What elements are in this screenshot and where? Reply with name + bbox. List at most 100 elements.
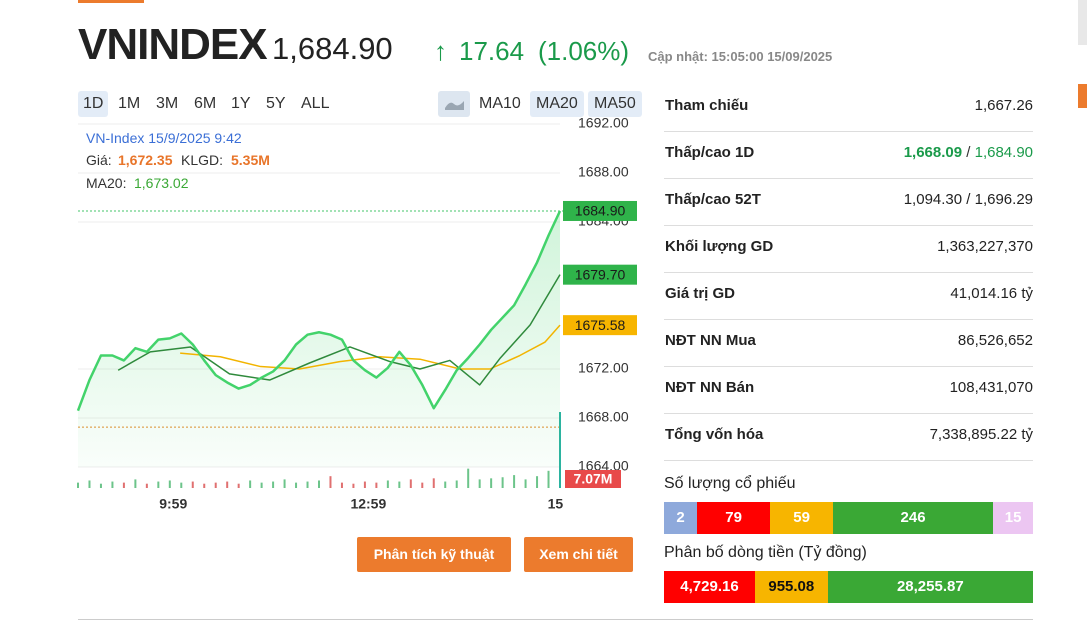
volume-bar [375,482,378,488]
y-tick-label: 1688.00 [578,164,629,180]
symbol: VNINDEX [78,20,268,69]
action-button[interactable]: Phân tích kỹ thuật [357,537,511,572]
chart-type-icon[interactable] [438,91,470,117]
stats-value: 1,668.09 / 1,684.90 [904,144,1033,161]
stats-label: Thấp/cao 1D [665,144,755,161]
volume-bar [444,481,447,488]
volume-bar [88,480,91,488]
tooltip-price: 1,672.35 [118,152,173,168]
stats-row: NĐT NN Bán 108,431,070 [664,366,1033,414]
stats-label: Giá trị GD [665,285,736,302]
range-tab[interactable]: 3M [156,95,179,112]
volume-bar [77,482,79,488]
volume-bar [421,482,424,488]
stats-label: NĐT NN Mua [665,332,756,349]
series-line [76,210,562,412]
price-flag-label: 1684.90 [575,203,626,219]
stats-value: 1,667.26 [974,97,1033,114]
volume-bar [157,481,160,488]
volume-bar [111,481,114,488]
volume-bar [249,480,252,488]
volume-bar [467,468,470,488]
range-tab[interactable]: 1M [118,95,141,112]
stats-high: 1,684.90 [974,144,1033,161]
volume-bar [283,479,286,488]
flow-segment: 955.08 [754,571,828,603]
change-arrow: ↑ [434,36,447,66]
volume-bar [490,478,493,488]
volume-bar [214,482,217,488]
volume-bar [145,483,148,488]
tooltip-ma20: 1,673.02 [134,175,189,191]
volume-bar [203,483,206,488]
volume-bar [455,480,458,488]
range-tab[interactable]: 5Y [266,95,286,112]
flow-segment: 28,255.87 [827,571,1033,603]
price: 1,684.90 [272,31,393,66]
indicator-tab[interactable]: MA50 [588,91,642,117]
volume-bar [318,480,320,488]
volume-bar [191,481,194,488]
stats-row: Tham chiếu 1,667.26 [664,84,1033,132]
stats-value: 41,014.16 tỷ [950,285,1033,302]
volume-flag-label: 7.07M [574,471,613,487]
volume-bar [501,477,504,488]
action-button[interactable]: Xem chi tiết [524,537,633,572]
volume-bar [329,476,332,488]
stats-row: NĐT NN Mua 86,526,652 [664,319,1033,367]
stats-label: NĐT NN Bán [665,379,755,396]
volume-bar [340,482,343,488]
volume-bar [295,482,298,488]
volume-bar [260,482,263,488]
flow-title: Phân bố dòng tiền (Tỷ đồng) [664,544,867,561]
tooltip-price-label: Giá: [86,152,112,168]
range-tab[interactable]: ALL [301,95,330,112]
x-tick-label: 9:59 [159,496,187,512]
tooltip-ma20-label: MA20: [86,175,127,191]
breadth-title: Số lượng cổ phiếu [664,475,796,492]
volume-bar [180,482,183,488]
divider [78,619,1033,620]
volume-flag [565,470,621,488]
stats-value: 1,094.30 / 1,696.29 [903,191,1033,208]
volume-bar [272,481,275,488]
tooltip-title: VN-Index 15/9/2025 9:42 [86,130,242,146]
volume-bar [524,479,527,488]
volume-bar [536,476,539,488]
indicator-tab[interactable]: MA10 [479,95,521,112]
stats-row: Thấp/cao 1D 1,668.09 / 1,684.90 [664,131,1033,179]
change: 17.64 [459,36,525,66]
volume-bar [99,483,102,488]
volume-bar [352,483,355,488]
x-tick-label: 15 [548,496,564,512]
breadth-segment: 15 [993,502,1033,534]
volume-bar [478,479,481,488]
y-tick-label: 1668.00 [578,409,629,425]
volume-bar [363,481,366,488]
x-tick-label: 12:59 [350,496,386,512]
volume-bar [168,480,171,488]
indicator-tab[interactable]: MA20 [530,91,584,117]
chart: 1692.001688.001684.001672.001668.001664.… [76,115,637,512]
icon [445,101,464,110]
volume-bar [122,482,125,488]
stats-label: Khối lượng GD [665,238,774,255]
y-tick-label: 1664.00 [578,458,629,474]
volume-bar [409,479,412,488]
flow-segment: 4,729.16 [664,571,755,603]
price-flag [563,264,637,285]
stats-value: 1,363,227,370 [937,238,1033,255]
stats-label: Tổng vốn hóa [665,426,764,443]
stats-label: Thấp/cao 52T [665,191,761,208]
range-tab[interactable]: 1D [78,91,109,117]
y-tick-label: 1692.00 [578,115,629,131]
stats-row: Tổng vốn hóa 7,338,895.22 tỷ [664,413,1033,461]
volume-bar [386,480,389,488]
tab-indicator [78,0,144,3]
range-tab[interactable]: 1Y [231,95,251,112]
breadth-segment: 246 [832,502,994,534]
price-area [78,210,560,467]
range-tab[interactable]: 6M [194,95,217,112]
scroll-marker [1078,84,1087,108]
